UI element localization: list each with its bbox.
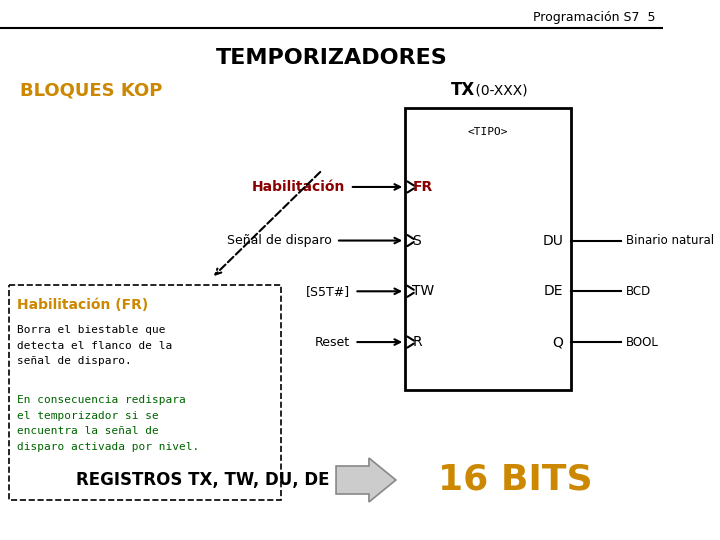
Text: R: R	[413, 335, 422, 349]
Text: Borra el biestable que
detecta el flanco de la
señal de disparo.: Borra el biestable que detecta el flanco…	[17, 325, 172, 366]
Text: FR: FR	[413, 180, 433, 194]
Text: Habilitación: Habilitación	[252, 180, 346, 194]
Text: 16 BITS: 16 BITS	[438, 463, 593, 497]
Text: Habilitación (FR): Habilitación (FR)	[17, 298, 148, 312]
Text: Q: Q	[552, 335, 564, 349]
Text: [S5T#]: [S5T#]	[306, 285, 350, 298]
Text: Programación S7  5: Programación S7 5	[533, 11, 655, 24]
Polygon shape	[336, 458, 396, 502]
Bar	[405, 108, 571, 390]
Text: Señal de disparo: Señal de disparo	[227, 234, 331, 247]
Bar	[9, 285, 281, 500]
Text: (0-XXX): (0-XXX)	[472, 83, 528, 97]
Text: DU: DU	[543, 233, 564, 247]
Text: REGISTROS TX, TW, DU, DE: REGISTROS TX, TW, DU, DE	[76, 471, 329, 489]
Text: Reset: Reset	[315, 335, 350, 348]
Text: BOOL: BOOL	[626, 335, 659, 348]
Text: Binario natural: Binario natural	[626, 234, 714, 247]
Text: BLOQUES KOP: BLOQUES KOP	[20, 81, 163, 99]
Text: <TIPO>: <TIPO>	[468, 127, 508, 137]
Text: TX: TX	[451, 81, 475, 99]
Text: TEMPORIZADORES: TEMPORIZADORES	[215, 48, 447, 68]
Text: En consecuencia redispara
el temporizador si se
encuentra la señal de
disparo ac: En consecuencia redispara el temporizado…	[17, 395, 199, 452]
Text: TW: TW	[413, 284, 435, 298]
Text: DE: DE	[544, 284, 564, 298]
Text: S: S	[413, 233, 421, 247]
Text: BCD: BCD	[626, 285, 652, 298]
